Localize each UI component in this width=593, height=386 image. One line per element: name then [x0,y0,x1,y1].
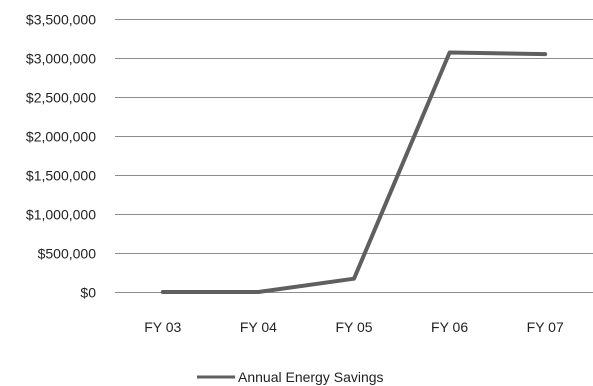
y-tick-label: $2,000,000 [26,129,96,145]
y-tick-label: $3,000,000 [26,51,96,67]
data-point [257,291,260,294]
y-tick-label: $1,500,000 [26,168,96,184]
data-point [448,51,451,54]
data-point [544,53,547,56]
x-tick-label: FY 03 [144,319,181,335]
x-tick-label: FY 07 [527,319,564,335]
y-tick-label: $0 [80,285,96,301]
legend-label: Annual Energy Savings [238,369,384,385]
y-tick-label: $500,000 [38,246,97,262]
y-tick-label: $3,500,000 [26,12,96,28]
series-line [163,53,545,293]
data-point [161,291,164,294]
data-point [353,277,356,280]
y-tick-label: $1,000,000 [26,207,96,223]
x-axis-ticks: FY 03 FY 04 FY 05 FY 06 FY 07 [144,319,564,335]
x-tick-label: FY 06 [431,319,468,335]
x-tick-label: FY 04 [240,319,277,335]
x-tick-label: FY 05 [335,319,372,335]
gridlines [115,20,593,293]
legend: Annual Energy Savings [197,369,384,385]
y-tick-label: $2,500,000 [26,90,96,106]
series-layer [161,51,546,293]
y-axis-ticks: $0 $500,000 $1,000,000 $1,500,000 $2,000,000… [26,12,96,301]
